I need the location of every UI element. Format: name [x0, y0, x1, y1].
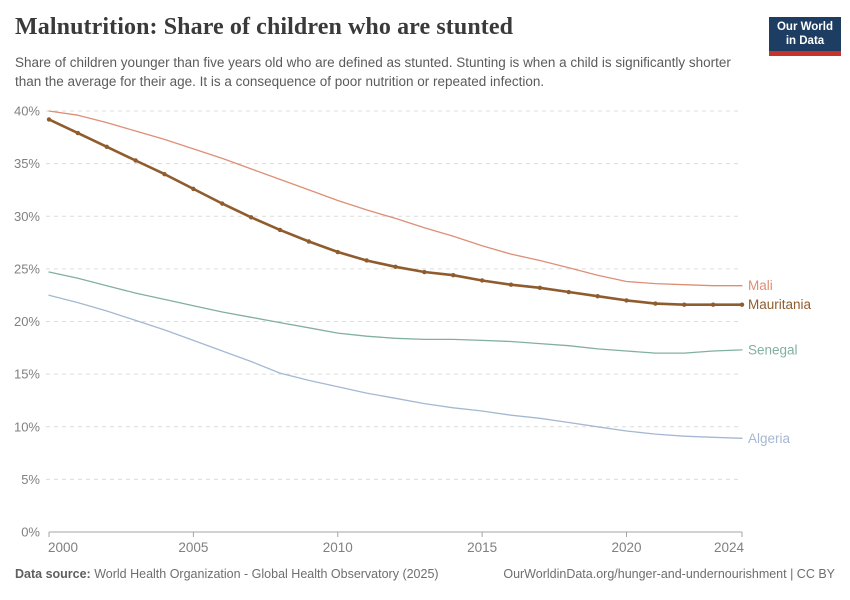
x-axis-label: 2020 [611, 540, 641, 555]
series-marker-mauritania [335, 249, 340, 255]
page-title: Malnutrition: Share of children who are … [15, 14, 514, 40]
y-axis-label: 30% [14, 209, 40, 224]
series-marker-mauritania [422, 269, 427, 275]
y-axis-label: 20% [14, 314, 40, 329]
chart-subtitle: Share of children younger than five year… [15, 55, 731, 89]
series-marker-mauritania [162, 171, 167, 177]
series-label-algeria[interactable]: Algeria [748, 431, 791, 446]
y-axis-label: 5% [21, 472, 40, 487]
series-marker-mauritania [739, 302, 745, 307]
series-marker-mauritania [537, 285, 543, 291]
y-axis-label: 35% [14, 156, 40, 171]
data-source-text: World Health Organization - Global Healt… [90, 567, 439, 581]
owid-logo[interactable]: Our World in Data [769, 17, 841, 56]
chart-footer: Data source: World Health Organization -… [15, 567, 835, 581]
series-marker-mauritania [220, 201, 225, 206]
y-axis-label: 40% [14, 104, 40, 119]
series-marker-mauritania [710, 302, 716, 307]
attribution-link[interactable]: OurWorldinData.org/hunger-and-undernouri… [503, 567, 835, 581]
series-marker-mauritania [653, 301, 658, 306]
x-axis-label: 2024 [714, 540, 745, 555]
series-line-mali[interactable] [48, 110, 743, 287]
series-label-senegal[interactable]: Senegal [748, 342, 798, 357]
y-axis-label: 15% [14, 367, 40, 382]
y-axis-label: 0% [21, 525, 40, 540]
owid-logo-line1: Our World [776, 21, 833, 33]
series-marker-mauritania [248, 215, 254, 220]
series-label-mauritania[interactable]: Mauritania [748, 297, 812, 312]
x-axis-label: 2005 [178, 540, 208, 555]
x-axis-label: 2010 [323, 540, 353, 555]
series-marker-mauritania [75, 130, 81, 136]
series-marker-mauritania [624, 298, 629, 303]
series-marker-mauritania [46, 117, 52, 122]
y-axis-label: 25% [14, 261, 40, 276]
series-marker-mauritania [682, 302, 687, 307]
series-line-senegal[interactable] [48, 271, 743, 354]
owid-logo-line2: in Data [785, 34, 825, 47]
x-axis-label: 2000 [48, 540, 78, 555]
series-marker-mauritania [306, 239, 312, 244]
data-source-label: Data source: [15, 567, 91, 581]
series-marker-mauritania [133, 158, 138, 163]
x-axis-label: 2015 [467, 540, 497, 555]
series-marker-mauritania [451, 272, 456, 278]
y-axis-label: 10% [14, 419, 40, 434]
series-line-algeria[interactable] [48, 294, 743, 439]
series-marker-mauritania [479, 278, 485, 283]
series-marker-mauritania [104, 144, 109, 149]
series-label-mali[interactable]: Mali [748, 278, 773, 293]
series-marker-mauritania [393, 264, 398, 269]
series-marker-mauritania [191, 186, 196, 192]
series-marker-mauritania [277, 227, 283, 233]
series-line-mauritania[interactable] [47, 118, 744, 307]
series-marker-mauritania [364, 258, 369, 263]
series-marker-mauritania [595, 294, 600, 299]
series-marker-mauritania [508, 282, 514, 287]
series-marker-mauritania [566, 289, 571, 295]
data-source-note: Data source: World Health Organization -… [15, 567, 439, 581]
